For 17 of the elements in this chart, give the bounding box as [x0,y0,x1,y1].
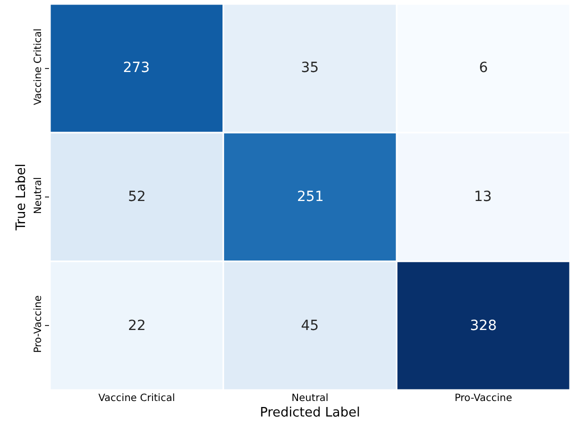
x-tick-label: Neutral [292,393,328,404]
data-label: 328 [470,318,497,334]
data-label: 13 [474,189,492,205]
data-label: 22 [128,318,146,334]
data-label: 251 [297,189,324,205]
x-tick-label: Vaccine Critical [98,393,175,404]
x-axis-title: Predicted Label [260,406,360,421]
y-axis-title: True Label [14,164,29,232]
data-label: 52 [128,189,146,205]
x-tick-label: Pro-Vaccine [454,393,512,404]
y-tick-label: Neutral [33,177,44,214]
y-tick-label: Vaccine Critical [33,28,44,106]
y-tick-label: Pro-Vaccine [33,295,44,353]
data-label: 35 [301,60,319,76]
data-label: 273 [123,60,150,76]
data-label: 45 [301,318,319,334]
data-label: 6 [479,60,488,76]
